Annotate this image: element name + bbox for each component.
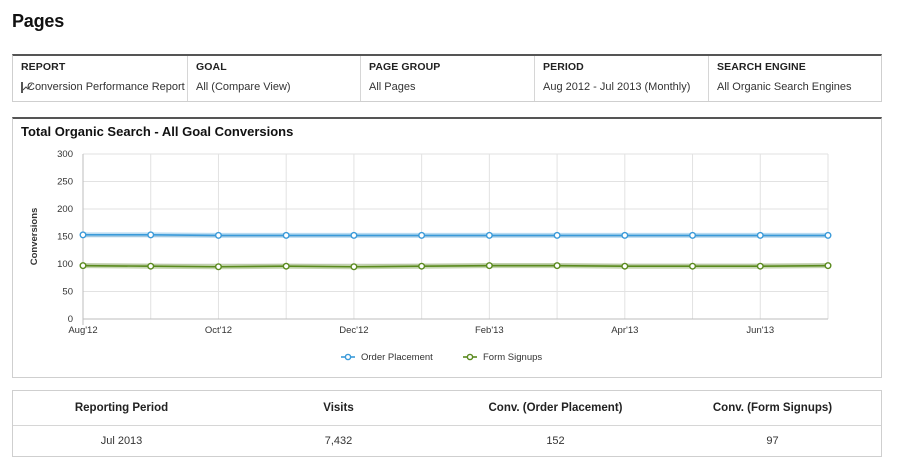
data-point: [756, 231, 764, 239]
data-point: [350, 263, 358, 271]
page-title: Pages: [12, 11, 65, 31]
y-tick-label: 200: [57, 204, 73, 215]
filter-label: GOAL: [196, 61, 227, 73]
y-tick-label: 150: [57, 232, 73, 243]
chart-report-icon: [21, 81, 33, 93]
data-point: [418, 231, 426, 239]
cell-reporting-period: Jul 2013: [100, 434, 143, 447]
filter-goal[interactable]: GOAL All (Compare View): [188, 56, 361, 101]
x-tick-label: Feb'13: [475, 325, 504, 336]
filter-label: PERIOD: [543, 61, 584, 73]
filter-period[interactable]: PERIOD Aug 2012 - Jul 2013 (Monthly): [535, 56, 709, 101]
legend-swatch-marker: [466, 353, 474, 361]
y-tick-label: 0: [68, 314, 73, 325]
data-point: [824, 262, 832, 270]
data-point: [418, 262, 426, 270]
x-tick-label: Aug'12: [68, 325, 97, 336]
y-tick-label: 300: [57, 149, 73, 160]
table-row: Jul 2013 7,432 152 97: [13, 425, 881, 456]
data-point: [689, 231, 697, 239]
data-point: [689, 262, 697, 270]
data-point: [214, 231, 222, 239]
data-point: [553, 262, 561, 270]
legend-label: Order Placement: [361, 352, 433, 363]
filter-value: All Organic Search Engines: [717, 81, 852, 93]
chart-panel: Total Organic Search - All Goal Conversi…: [12, 117, 882, 378]
filter-bar: REPORT Conversion Performance Report GOA…: [12, 54, 882, 102]
filter-value: Conversion Performance Report: [27, 81, 185, 93]
data-point: [485, 262, 493, 270]
data-point: [824, 231, 832, 239]
data-point: [282, 231, 290, 239]
x-tick-label: Dec'12: [339, 325, 368, 336]
filter-page-group[interactable]: PAGE GROUP All Pages: [361, 56, 535, 101]
data-point: [79, 231, 87, 239]
data-point: [756, 262, 764, 270]
cell-visits: 7,432: [324, 434, 353, 447]
filter-value: Aug 2012 - Jul 2013 (Monthly): [543, 81, 691, 93]
y-tick-label: 50: [62, 287, 73, 298]
filter-report[interactable]: REPORT Conversion Performance Report: [13, 56, 188, 101]
filter-value: All (Compare View): [196, 81, 291, 93]
col-header-conv-order-placement: Conv. (Order Placement): [447, 391, 664, 426]
conversions-line-chart: 0 50 100 150 200 250 300 Aug'12 Oct'12 Dec'12 Feb'…: [29, 149, 832, 363]
chart-title: Total Organic Search - All Goal Conversi…: [21, 124, 294, 139]
y-tick-label: 100: [57, 259, 73, 270]
y-axis-title: Conversions: [29, 208, 40, 266]
summary-header-row: Reporting Period Visits Conv. (Order Pla…: [13, 391, 881, 426]
legend-label: Form Signups: [483, 352, 542, 363]
series-line: [83, 234, 828, 237]
data-point: [621, 231, 629, 239]
data-point: [553, 231, 561, 239]
filter-label: REPORT: [21, 61, 66, 73]
filter-value: All Pages: [369, 81, 416, 93]
col-header-reporting-period: Reporting Period: [13, 391, 230, 426]
col-header-visits: Visits: [230, 391, 447, 426]
cell-conv-order-placement: 152: [546, 434, 565, 447]
data-point: [214, 263, 222, 271]
x-tick-label: Apr'13: [611, 325, 638, 336]
data-point: [350, 231, 358, 239]
filter-label: SEARCH ENGINE: [717, 61, 806, 73]
cell-conv-form-signups: 97: [766, 434, 779, 447]
y-tick-label: 250: [57, 177, 73, 188]
summary-table: Reporting Period Visits Conv. (Order Pla…: [12, 390, 882, 457]
filter-label: PAGE GROUP: [369, 61, 441, 73]
legend-swatch-marker: [344, 353, 352, 361]
filter-search-engine[interactable]: SEARCH ENGINE All Organic Search Engines: [709, 56, 881, 101]
data-point: [621, 262, 629, 270]
x-tick-label: Oct'12: [205, 325, 232, 336]
series-line: [82, 264, 829, 268]
data-point: [147, 262, 155, 270]
data-point: [147, 231, 155, 239]
x-tick-label: Jun'13: [746, 325, 774, 336]
data-point: [282, 262, 290, 270]
col-header-conv-form-signups: Conv. (Form Signups): [664, 391, 881, 426]
data-point: [79, 262, 87, 270]
data-point: [485, 231, 493, 239]
